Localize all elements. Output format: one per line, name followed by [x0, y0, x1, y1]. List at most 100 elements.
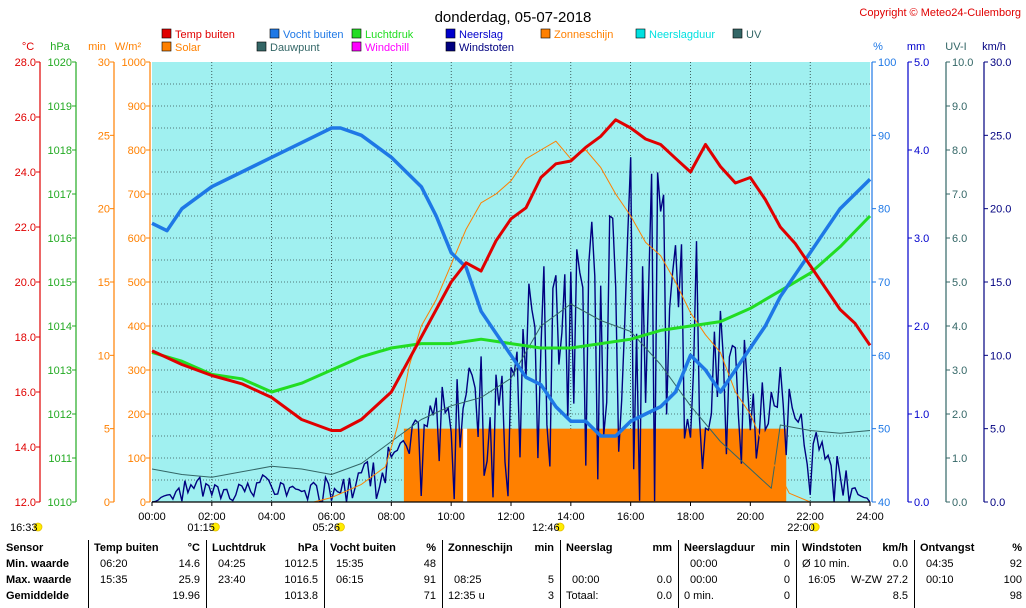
statistics-table: Sensor Min. waarde Max. waarde Gemiddeld…	[0, 540, 1026, 608]
stats-unit: min	[534, 542, 554, 554]
unit-temp: °C	[22, 41, 34, 53]
axis-tick-label: 1017	[48, 189, 72, 201]
axis-tick-label: 500	[128, 277, 146, 289]
stats-value: 1013.8	[284, 590, 318, 602]
axis-tick-label: 20	[98, 204, 110, 216]
legend-label: Neerslagduur	[649, 29, 715, 41]
stats-time: Ø 10 min.	[802, 558, 850, 570]
solar-line	[152, 140, 870, 503]
legend-label: Luchtdruk	[365, 29, 414, 41]
axis-tick-label: 1018	[48, 145, 72, 157]
x-tick-label: 08:00	[378, 511, 406, 523]
zonneschijn-bar	[403, 428, 787, 502]
stats-direction: W-ZW	[851, 574, 882, 586]
stats-value: 5	[547, 574, 554, 586]
legend-swatch	[445, 41, 456, 52]
axis-tick-label: 5.0	[952, 277, 967, 289]
legend-item: Vocht buiten	[269, 28, 344, 41]
stats-time: 00:00	[572, 574, 600, 586]
axis-tick-label: 8.0	[952, 145, 967, 157]
unit-wm2: W/m²	[115, 41, 142, 53]
stats-time: 12:35 u	[448, 590, 485, 602]
stats-value: 71	[423, 590, 436, 602]
stats-time: 16:05	[808, 574, 836, 586]
legend-item: Windchill	[351, 41, 409, 54]
stats-time	[566, 558, 572, 570]
x-tick-label: 12:00	[497, 511, 525, 523]
stats-unit: min	[770, 542, 790, 554]
axis-tick-label: 25	[98, 130, 110, 142]
kmh-axis: 30.0 25.0 20.0 15.0 10.0 5.0 0.0	[983, 57, 1011, 509]
axis-tick-label: 0.0	[990, 497, 1005, 509]
sun-marker-label: 22:00	[787, 522, 815, 534]
stats-row-label: Max. waarde	[6, 574, 72, 586]
axis-tick-label: 22.0	[15, 222, 36, 234]
x-tick-label: 22:00	[796, 511, 824, 523]
axis-tick-label: 2.0	[914, 321, 929, 333]
axis-tick-label: 200	[128, 409, 146, 421]
stats-value: 27.2	[886, 574, 908, 586]
axis-tick-label: 10.0	[952, 57, 973, 69]
axis-tick-label: 5	[104, 424, 110, 436]
vocht-line	[151, 126, 872, 438]
axes: 28.026.024.022.020.018.016.014.012.01020…	[15, 57, 1012, 523]
stats-unit: hPa	[297, 542, 318, 554]
legend-label: UV	[746, 29, 762, 41]
axis-tick-label: 1016	[48, 233, 72, 245]
axis-tick-label: 100	[878, 57, 896, 69]
stats-zon-column: Zonneschijn min 08:25 5 12:35 u 3	[448, 540, 554, 608]
axis-tick-label: 40	[878, 497, 890, 509]
axis-tick-label: 15.0	[990, 277, 1011, 289]
stats-time: 23:40	[218, 574, 246, 586]
stats-value: 0	[783, 574, 790, 586]
stats-value: 8.5	[892, 590, 908, 602]
axis-tick-label: 18.0	[15, 332, 36, 344]
stats-time	[212, 590, 218, 602]
sun-marker-label: 12:46	[532, 522, 560, 534]
stats-temp-column: Temp buiten °C 06:20 14.6 15:35 25.9 19.96	[94, 540, 200, 608]
sun-icon	[210, 522, 220, 532]
sun-marker: 12:46	[532, 522, 565, 534]
copyright: Copyright © Meteo24-Culemborg	[859, 7, 1021, 19]
stats-row-label: Min. waarde	[6, 558, 69, 570]
stats-header: Zonneschijn	[448, 542, 513, 554]
stats-time: 15:35	[100, 574, 128, 586]
legend-item: Temp buiten	[161, 28, 235, 41]
legend-swatch	[540, 28, 551, 39]
stats-time	[330, 590, 336, 602]
stats-unit: %	[1012, 542, 1022, 554]
unit-min: min	[88, 41, 106, 53]
stats-ontvangst-column: Ontvangst% 04:35 92 00:10 100 98	[920, 540, 1022, 608]
unit-hpa: hPa	[50, 41, 70, 53]
axis-tick-label: 0.0	[952, 497, 967, 509]
hpa-axis: 1020 1019 1018 1017 1016 1015 1014 1013 1012 1011…	[48, 57, 77, 509]
axis-tick-label: 4.0	[914, 145, 929, 157]
axis-tick-label: 700	[128, 189, 146, 201]
stats-time: 04:35	[926, 558, 954, 570]
axis-tick-label: 4.0	[952, 321, 967, 333]
legend-item: Zonneschijn	[540, 28, 613, 41]
stats-nduur-column: Neerslagduur min 00:00 0 00:00 0 0 min. 0	[684, 540, 790, 608]
axis-tick-label: 14.0	[15, 442, 36, 454]
line-series	[151, 118, 872, 503]
stats-time: 04:25	[218, 558, 246, 570]
stats-time: 15:35	[336, 558, 364, 570]
stats-unit: °C	[187, 542, 200, 554]
axis-tick-label: 28.0	[15, 57, 36, 69]
axis-tick-label: 16.0	[15, 387, 36, 399]
axis-tick-label: 12.0	[15, 497, 36, 509]
axis-tick-label: 24.0	[15, 167, 36, 179]
uvi-axis: 10.0 9.0 8.0 7.0 6.0 5.0 4.0 3.0 2.0 1.0 0.0	[945, 57, 973, 509]
mm-axis: 5.0 4.0 3.0 2.0 1.0 0.0	[907, 57, 929, 509]
legend-swatch	[256, 41, 267, 52]
legend-label: Zonneschijn	[554, 29, 613, 41]
sun-marker: 01:15	[187, 522, 220, 534]
weather-chart: 28.026.024.022.020.018.016.014.012.01020…	[10, 7, 1021, 534]
stats-value: 0.0	[656, 590, 672, 602]
windstoten-line	[151, 157, 871, 503]
stats-header: Temp buiten	[94, 542, 159, 554]
sun-marker: 22:00	[787, 522, 820, 534]
legend-swatch	[445, 28, 456, 39]
stats-value: 1012.5	[284, 558, 318, 570]
